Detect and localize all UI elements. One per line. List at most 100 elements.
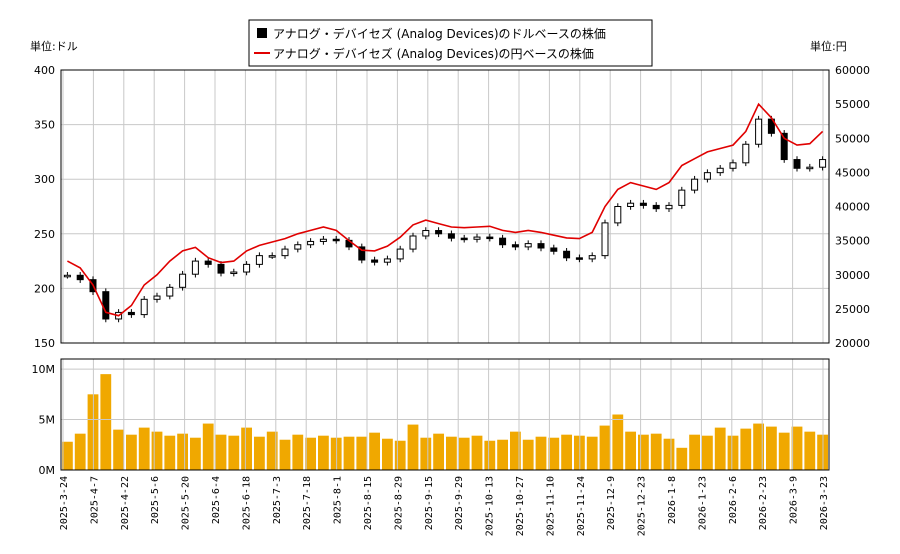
candlestick	[140, 296, 148, 318]
date-tick-label: 2025-8-15	[363, 476, 374, 530]
candlestick	[191, 257, 199, 278]
volume-bar	[599, 425, 611, 470]
volume-bar	[740, 428, 752, 470]
candlestick	[204, 257, 212, 268]
candlestick	[435, 227, 443, 238]
date-tick-label: 2026-2-6	[728, 476, 739, 524]
volume-bar	[535, 436, 547, 470]
candlestick	[588, 252, 596, 263]
candlestick	[255, 252, 263, 268]
candlestick	[780, 130, 788, 163]
date-tick-label: 2025-11-10	[545, 476, 556, 536]
candlestick	[511, 241, 519, 251]
volume-bar	[561, 434, 572, 470]
volume-bar	[292, 434, 304, 470]
volume-bar	[714, 427, 726, 470]
volume-bar	[676, 447, 688, 470]
volume-bar	[369, 432, 380, 470]
date-tick-label: 2025-10-13	[485, 476, 496, 536]
date-tick-label: 2026-1-8	[667, 476, 678, 524]
candlestick	[422, 227, 430, 240]
volume-bar	[650, 433, 662, 470]
candlestick	[665, 202, 673, 212]
date-tick-label: 2025-12-23	[637, 476, 648, 536]
candlestick	[230, 268, 238, 277]
volume-bar	[689, 434, 700, 470]
candlestick	[268, 252, 276, 259]
volume-bar	[458, 437, 470, 470]
date-tick-label: 2026-1-23	[697, 476, 708, 530]
date-axis-labels: 2025-3-24 2025-4-7 2025-4-22 2025-5-6 2025-5…	[59, 476, 830, 536]
date-tick-label: 2025-8-29	[393, 476, 404, 530]
left-axis-tick-label: 400	[34, 64, 55, 77]
candlestick	[563, 247, 571, 262]
volume-bar	[791, 426, 803, 470]
left-axis-tick-label: 300	[34, 173, 55, 186]
candlestick	[755, 115, 763, 148]
legend-usd-label: アナログ・デバイセズ (Analog Devices)のドルベースの株価	[273, 26, 606, 41]
candlestick	[652, 202, 660, 212]
candlestick	[153, 292, 161, 303]
volume-bar	[62, 441, 73, 470]
date-tick-label: 2025-10-27	[515, 476, 526, 536]
candlestick	[703, 169, 711, 183]
volume-bar	[510, 431, 521, 470]
candlestick	[639, 199, 647, 209]
right-axis-tick-label: 35000	[835, 235, 870, 248]
volume-bar	[202, 423, 214, 470]
candlestick	[179, 270, 187, 291]
candlestick	[524, 240, 532, 251]
date-tick-label: 2026-3-23	[819, 476, 830, 530]
candlestick	[447, 230, 455, 242]
volume-bar	[228, 435, 240, 470]
candlestick	[460, 234, 468, 243]
volume-axis-tick-label: 5M	[39, 414, 56, 427]
candlestick	[486, 233, 494, 242]
date-tick-label: 2025-8-1	[333, 476, 344, 524]
legend-jpy-label: アナログ・デバイセズ (Analog Devices)の円ベースの株価	[273, 46, 594, 61]
legend: アナログ・デバイセズ (Analog Devices)のドルベースの株価 アナロ…	[248, 19, 653, 67]
volume-bar	[586, 436, 598, 470]
volume-bar	[778, 432, 790, 470]
date-tick-label: 2025-4-7	[89, 476, 100, 524]
right-axis-tick-label: 25000	[835, 303, 870, 316]
volume-bar	[254, 436, 265, 470]
volume-grid	[61, 359, 829, 471]
candlestick	[294, 241, 302, 253]
volume-bar	[702, 435, 713, 470]
candlestick	[473, 233, 481, 243]
candlestick	[127, 309, 135, 318]
jpy-price-line	[67, 102, 824, 317]
candlestick	[729, 159, 737, 172]
right-axis-tick-label: 30000	[835, 269, 870, 282]
candlestick	[76, 272, 84, 283]
date-tick-label: 2025-12-9	[606, 476, 617, 530]
candlestick	[806, 163, 814, 172]
legend-box	[248, 19, 653, 67]
volume-bar	[177, 433, 188, 470]
volume-bar	[343, 436, 355, 470]
volume-bar	[548, 437, 560, 470]
candlestick	[537, 240, 545, 252]
volume-bar	[433, 433, 444, 470]
candlestick	[678, 186, 686, 209]
candlestick	[383, 255, 391, 266]
volume-bar	[382, 438, 393, 470]
candlestick	[371, 256, 379, 266]
volume-bar	[638, 434, 649, 470]
candlestick	[742, 140, 750, 167]
candlestick	[614, 203, 622, 227]
right-unit-label: 単位:円	[810, 39, 847, 53]
volume-bar	[241, 427, 252, 470]
volume-bar	[318, 435, 329, 470]
right-axis-tick-label: 50000	[835, 132, 870, 145]
date-tick-label: 2025-6-4	[211, 476, 222, 524]
left-axis-tick-label: 250	[34, 228, 55, 241]
candlestick	[102, 288, 110, 323]
volume-panel-frame	[60, 358, 830, 471]
volume-bar	[394, 440, 406, 470]
volume-bar	[804, 431, 816, 470]
left-axis-tick-label: 150	[34, 337, 55, 350]
left-axis-tick-label: 350	[34, 119, 55, 132]
